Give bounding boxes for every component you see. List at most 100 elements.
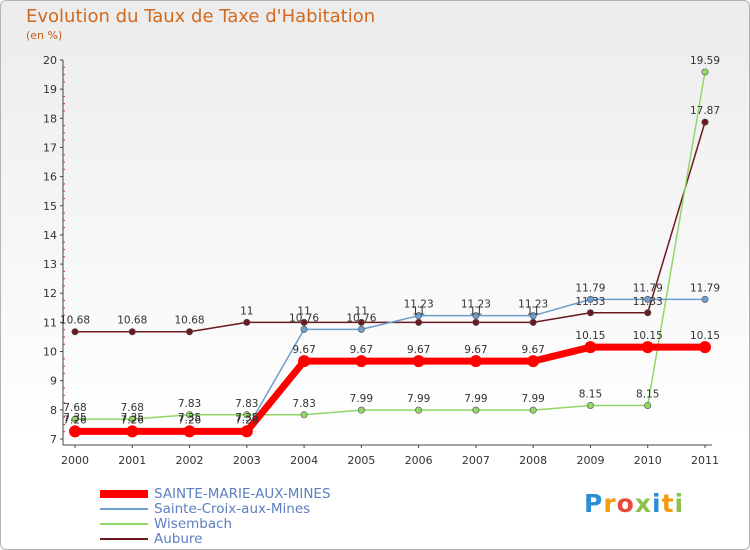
data-point (701, 68, 709, 76)
data-label: 7.99 (521, 393, 544, 405)
x-tick-label: 2011 (691, 454, 719, 467)
data-point (415, 318, 423, 326)
x-tick-label: 2006 (405, 454, 433, 467)
y-tick-label: 8 (50, 404, 57, 417)
data-point (243, 318, 251, 326)
data-label: 9.67 (464, 344, 487, 356)
legend-label: Sainte-Croix-aux-Mines (154, 500, 311, 517)
data-label: 10.76 (289, 312, 319, 324)
y-tick-label: 16 (43, 171, 57, 184)
data-label: 11 (355, 305, 368, 317)
data-point (71, 328, 79, 336)
data-label: 10.15 (690, 330, 720, 342)
logo-letter: P (584, 489, 604, 518)
x-tick-label: 2008 (519, 454, 547, 467)
series-line (74, 71, 706, 420)
data-point (69, 425, 81, 438)
logo-letter: i (652, 489, 662, 518)
data-label: 7.35 (121, 412, 144, 424)
proxiti-logo: Proxiti (584, 489, 684, 518)
data-point (586, 309, 594, 317)
data-point (529, 318, 537, 326)
data-label: 7.83 (178, 398, 201, 410)
legend-swatch (100, 537, 148, 540)
data-point (183, 425, 196, 438)
logo-letter: x (634, 489, 652, 518)
data-label: 9.67 (292, 344, 315, 356)
data-label: 11 (240, 305, 253, 317)
data-point (641, 341, 654, 354)
data-label: 10.68 (60, 315, 90, 327)
data-label: 9.67 (350, 344, 373, 356)
data-label: 11.79 (633, 282, 663, 294)
legend-item: Aubure (100, 530, 331, 547)
data-label: 7.83 (235, 398, 258, 410)
data-label: 11.79 (690, 282, 720, 294)
logo-letter: t (661, 489, 675, 518)
data-point (699, 341, 711, 354)
data-point (644, 309, 652, 317)
y-tick-label: 12 (43, 287, 57, 300)
legend-item: Wisembach (100, 515, 331, 532)
x-tick-label: 2002 (176, 454, 204, 467)
data-point (186, 411, 194, 419)
data-label: 9.67 (521, 344, 544, 356)
chart-title: Evolution du Taux de Taxe d'Habitation (26, 6, 376, 27)
data-label: 7.35 (235, 412, 258, 424)
legend-label: Aubure (154, 530, 203, 547)
y-tick-label: 20 (43, 54, 57, 67)
data-point (300, 325, 308, 333)
data-point (357, 406, 365, 414)
data-point (701, 295, 709, 303)
series-line (71, 343, 709, 435)
data-label: 7.99 (407, 393, 430, 405)
y-tick-label: 14 (43, 229, 57, 242)
legend-label: Wisembach (154, 515, 233, 532)
data-point (240, 425, 253, 438)
legend-label: SAINTE-MARIE-AUX-MINES (154, 485, 331, 502)
chart-legend: SAINTE-MARIE-AUX-MINES Sainte-Croix-aux-… (100, 485, 331, 547)
data-point (472, 318, 480, 326)
data-label: 7.26 (178, 414, 202, 426)
data-point (71, 415, 79, 423)
data-point (529, 312, 537, 320)
data-point (472, 406, 480, 414)
data-point (584, 341, 597, 354)
data-label: 10.15 (633, 330, 663, 342)
data-point (529, 406, 537, 414)
data-label: 19.59 (690, 55, 720, 67)
x-tick-label: 2005 (347, 454, 375, 467)
data-label: 10.15 (575, 330, 605, 342)
series-line (74, 121, 706, 333)
data-label: 11.79 (575, 282, 605, 294)
data-point (298, 355, 311, 368)
data-point (415, 406, 423, 414)
data-label: 10.76 (346, 312, 376, 324)
y-tick-label: 10 (43, 346, 57, 359)
data-point (186, 328, 194, 336)
logo-letter: i (674, 489, 685, 518)
data-point (586, 295, 594, 303)
data-point (300, 318, 308, 326)
y-tick-label: 15 (43, 200, 57, 213)
data-label: 11.33 (633, 296, 663, 308)
data-label: 8.15 (579, 388, 602, 400)
data-label: 11.23 (461, 299, 491, 311)
data-label: 11 (412, 305, 425, 317)
data-point (527, 355, 540, 368)
data-point (415, 312, 423, 320)
chart-unit-label: (en %) (26, 29, 63, 42)
legend-swatch (100, 507, 148, 510)
data-label: 7.35 (178, 412, 201, 424)
logo-letter: r (603, 489, 617, 518)
legend-swatch (100, 489, 148, 498)
legend-swatch (100, 522, 148, 525)
data-label: 10.68 (175, 315, 205, 327)
data-point (126, 425, 139, 438)
data-point (701, 118, 709, 126)
x-tick-label: 2007 (462, 454, 490, 467)
legend-item: Sainte-Croix-aux-Mines (100, 500, 331, 517)
data-point (412, 355, 425, 368)
y-tick-label: 17 (43, 141, 57, 154)
y-tick-label: 18 (43, 112, 57, 125)
